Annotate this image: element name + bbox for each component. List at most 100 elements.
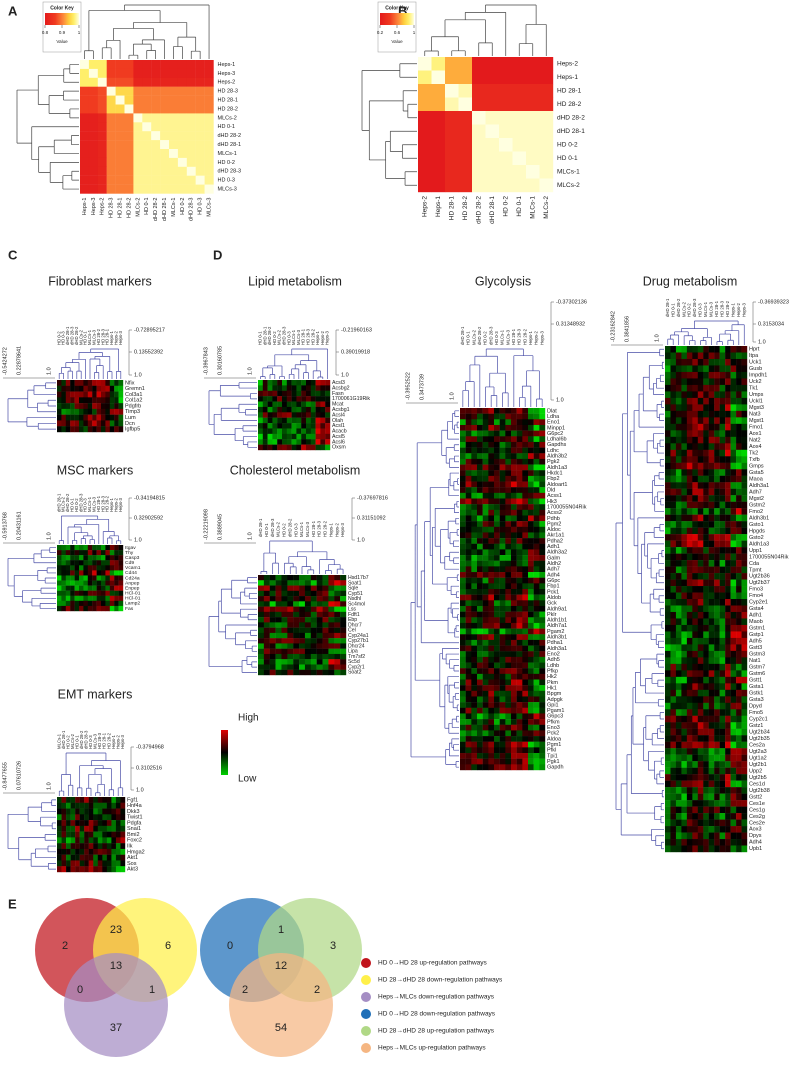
gene-label: Gmps [749, 463, 764, 469]
heatmap-cell [681, 495, 688, 502]
heatmap-cell [87, 403, 93, 410]
heatmap-cell [465, 441, 472, 448]
heatmap-cell [665, 780, 671, 788]
heatmap-cell [714, 436, 720, 444]
heatmap-cell [258, 622, 265, 628]
column-label: HD 28-3 [100, 495, 105, 512]
heatmap-cell [499, 447, 506, 454]
column-label: HD 28-1 [301, 328, 306, 345]
heatmap-cell [708, 728, 715, 736]
heatmap-cell [719, 741, 726, 749]
heatmap-cell [97, 104, 107, 114]
heatmap-cell [485, 84, 500, 98]
heatmap-cell [681, 462, 688, 470]
heatmap-cell [494, 577, 500, 584]
heatmap-cell [460, 487, 466, 494]
heatmap-cell [57, 565, 62, 571]
heatmap-cell [477, 572, 483, 578]
heatmap-cell [315, 444, 321, 451]
heatmap-cell [66, 808, 71, 815]
heatmap-cell [488, 741, 495, 748]
gene-label: Dpyd [749, 703, 762, 709]
heatmap-cell [512, 138, 527, 152]
heatmap-cell [460, 662, 466, 669]
heatmap-cell [66, 814, 71, 821]
heatmap-cell [522, 764, 529, 771]
heatmap-cell [482, 764, 489, 771]
heatmap-cell [460, 566, 466, 573]
heatmap-cell [460, 690, 466, 697]
heatmap-cell [482, 504, 489, 511]
heatmap-cell [101, 550, 106, 556]
heatmap-cell [477, 464, 483, 471]
heatmap-cell [488, 673, 495, 680]
heatmap-cell [494, 572, 500, 578]
heatmap-cell [296, 385, 302, 391]
heatmap-cell [681, 475, 688, 483]
gene-label: Aldh9a1 [547, 606, 567, 612]
column-label: Heps-3 [118, 331, 123, 345]
heatmap-cell [482, 645, 489, 652]
heatmap-cell [106, 837, 112, 844]
gene-label: Fdft1 [348, 612, 360, 618]
gene-label: Cyp2c1 [749, 716, 768, 722]
heatmap-cell [499, 487, 506, 494]
heatmap-cell [258, 638, 265, 644]
heatmap-cell [494, 617, 500, 624]
heatmap-cell [177, 149, 187, 159]
heatmap-cell [539, 713, 546, 720]
heatmap-cell [714, 449, 720, 457]
heatmap-cell [277, 380, 283, 386]
heatmap-cell [204, 184, 214, 194]
heatmap-cell [714, 644, 720, 652]
heatmap-cell [708, 397, 715, 405]
heatmap-cell [697, 689, 704, 697]
heatmap-cell [299, 643, 306, 649]
heatmap-cell [460, 611, 466, 618]
gene-label: Snai1 [127, 826, 141, 832]
gene-label: Lss [348, 607, 356, 613]
heatmap-cell [528, 424, 534, 431]
heatmap-cell [511, 600, 517, 607]
heatmap-cell [460, 453, 466, 460]
heatmap-cell [714, 547, 720, 554]
heatmap-cell [681, 650, 688, 658]
gene-label: Sc5d [348, 659, 360, 665]
scale-label: 1.0 [449, 392, 455, 400]
heatmap-cell [708, 508, 715, 515]
heatmap-cell [675, 436, 682, 444]
heatmap-cell [681, 735, 688, 742]
heatmap-cell [539, 617, 546, 624]
heatmap-cell [665, 352, 671, 360]
heatmap-cell [725, 741, 731, 749]
heatmap-cell [703, 839, 709, 846]
heatmap-cell [697, 637, 704, 645]
heatmap-cell [703, 553, 709, 561]
heatmap-cell [730, 566, 737, 574]
heatmap-cell [686, 508, 693, 515]
heatmap-cell [267, 412, 273, 418]
column-label: HD 0-3 [293, 523, 298, 537]
heatmap-cell [681, 443, 688, 450]
column-label: HD 0-2 [687, 303, 692, 317]
heatmap-cell [195, 175, 205, 185]
heatmap-cell [719, 586, 726, 593]
heatmap-cell [505, 617, 512, 624]
gene-label: Adh5 [547, 657, 560, 663]
heatmap-cell [719, 579, 726, 587]
heatmap-cell [80, 104, 90, 114]
heatmap-cell [741, 650, 748, 658]
heatmap-cell [80, 77, 90, 87]
heatmap-cell [322, 601, 329, 607]
heatmap-cell [281, 585, 288, 591]
heatmap-cell [505, 566, 512, 573]
heatmap-cell [505, 645, 512, 652]
heatmap-cell [115, 831, 121, 838]
heatmap-cell [465, 453, 472, 460]
heatmap-cell [299, 601, 306, 607]
heatmap-cell [57, 385, 62, 392]
heatmap-cell [263, 643, 270, 649]
heatmap-cell [665, 676, 671, 684]
heatmap-cell [79, 860, 85, 867]
heatmap-cell [665, 839, 671, 846]
